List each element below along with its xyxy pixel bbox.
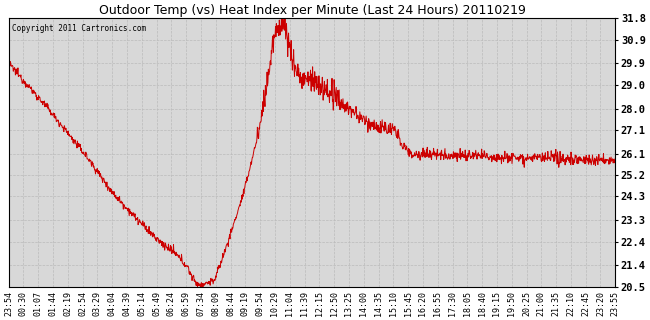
- Title: Outdoor Temp (vs) Heat Index per Minute (Last 24 Hours) 20110219: Outdoor Temp (vs) Heat Index per Minute …: [99, 4, 525, 17]
- Text: Copyright 2011 Cartronics.com: Copyright 2011 Cartronics.com: [12, 24, 146, 33]
